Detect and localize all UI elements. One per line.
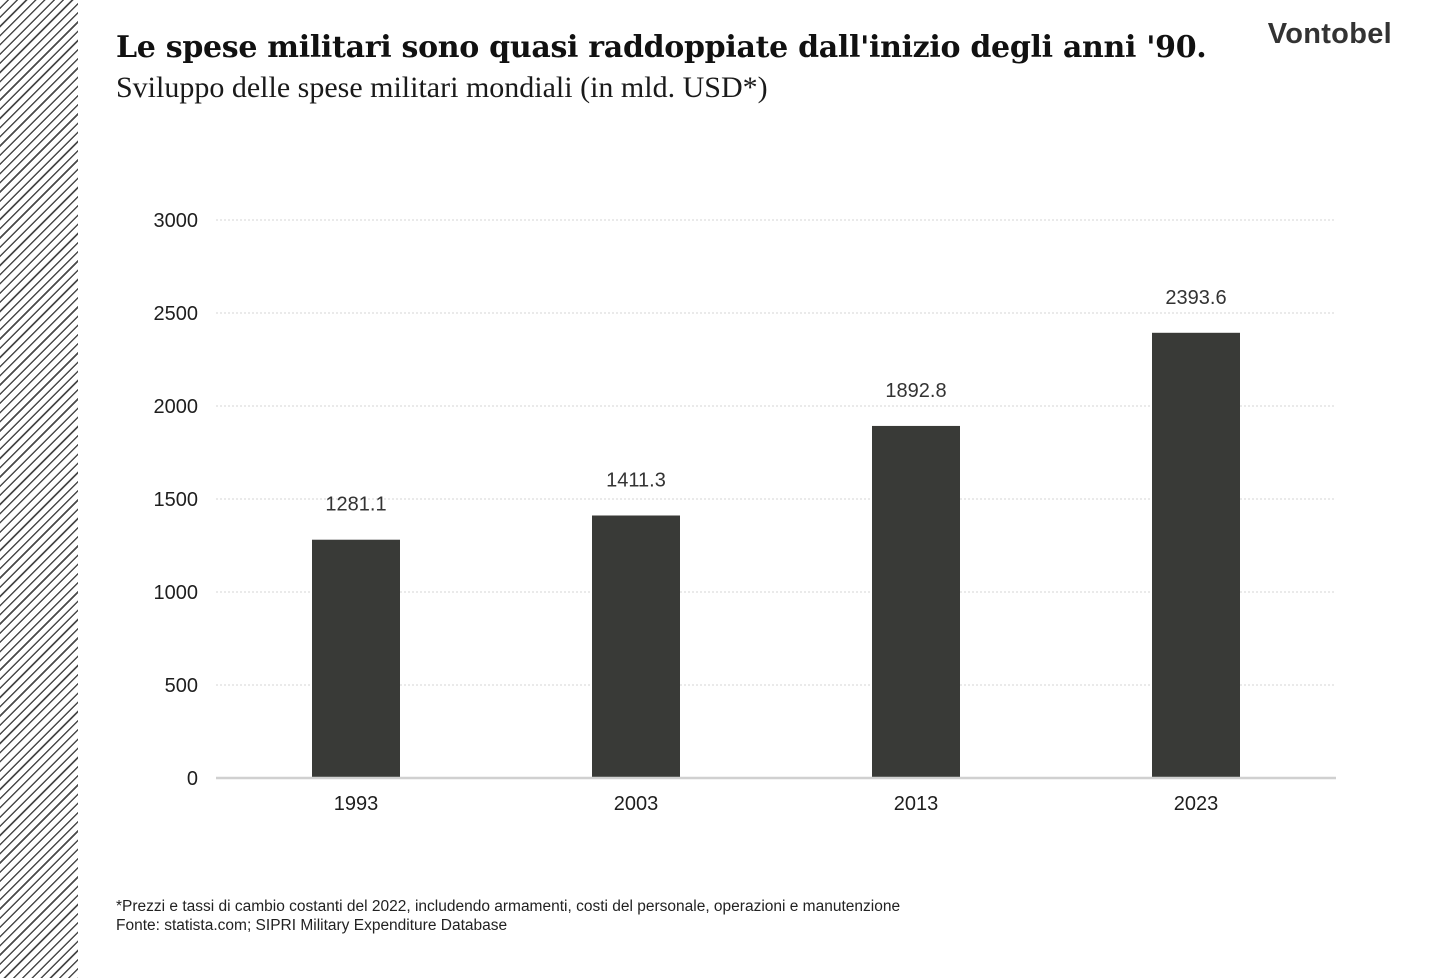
y-tick-label: 1000 bbox=[154, 582, 199, 604]
bar bbox=[1152, 332, 1240, 778]
x-tick-label: 2023 bbox=[1174, 793, 1219, 815]
bar bbox=[872, 425, 960, 778]
x-tick-label: 2013 bbox=[894, 793, 939, 815]
footnote: *Prezzi e tassi di cambio costanti del 2… bbox=[116, 897, 900, 935]
x-tick-label: 1993 bbox=[334, 793, 379, 815]
y-tick-label: 500 bbox=[165, 675, 198, 697]
data-label: 1281.1 bbox=[325, 494, 386, 516]
footnote-note: *Prezzi e tassi di cambio costanti del 2… bbox=[116, 898, 901, 915]
y-tick-label: 2500 bbox=[154, 303, 199, 325]
brand-logo: Vontobel bbox=[1267, 18, 1392, 50]
y-tick-label: 3000 bbox=[154, 210, 199, 232]
y-tick-label: 2000 bbox=[154, 396, 199, 418]
data-label: 1892.8 bbox=[885, 380, 946, 402]
chart-subtitle: Sviluppo delle spese militari mondiali (… bbox=[116, 71, 768, 104]
bar bbox=[592, 515, 680, 778]
footnote-source: Fonte: statista.com; SIPRI Military Expe… bbox=[116, 917, 508, 934]
chart-title: Le spese militari sono quasi raddoppiate… bbox=[116, 30, 1207, 65]
data-label: 1411.3 bbox=[606, 469, 666, 491]
bar bbox=[312, 539, 400, 778]
data-label: 2393.6 bbox=[1165, 287, 1226, 309]
x-tick-label: 2003 bbox=[614, 793, 659, 815]
y-tick-label: 1500 bbox=[154, 489, 199, 511]
y-tick-label: 0 bbox=[187, 768, 198, 790]
hatched-side-decoration bbox=[0, 0, 78, 978]
